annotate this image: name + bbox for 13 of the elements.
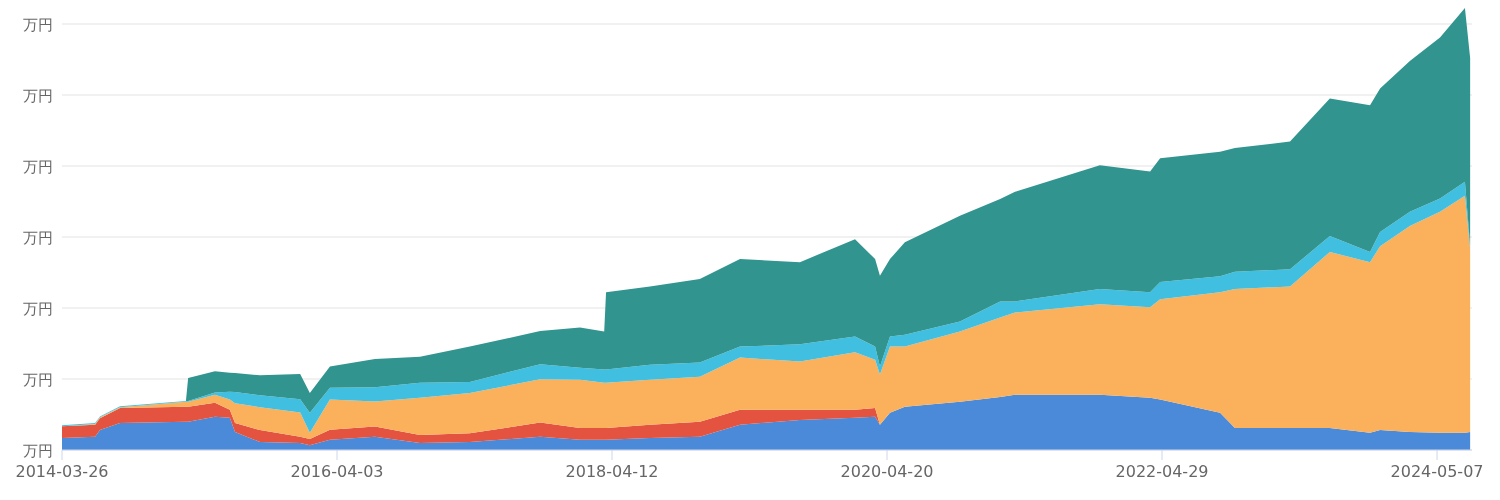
x-tick-label: 2020-04-20 xyxy=(840,462,934,481)
text: 万円 xyxy=(23,87,53,105)
text: 万円 xyxy=(23,371,53,389)
x-tick-label: 2024-05-07 xyxy=(1390,462,1484,481)
x-tick-label: 2016-04-03 xyxy=(290,462,384,481)
text: 万円 xyxy=(23,229,53,247)
x-tick-label: 2018-04-12 xyxy=(565,462,659,481)
text: 万円 xyxy=(23,300,53,318)
x-tick-label: 2014-03-26 xyxy=(15,462,109,481)
text: 万円 xyxy=(23,16,53,34)
text: 万円 xyxy=(23,442,53,460)
text: 万円 xyxy=(23,158,53,176)
x-tick-label: 2022-04-29 xyxy=(1115,462,1209,481)
